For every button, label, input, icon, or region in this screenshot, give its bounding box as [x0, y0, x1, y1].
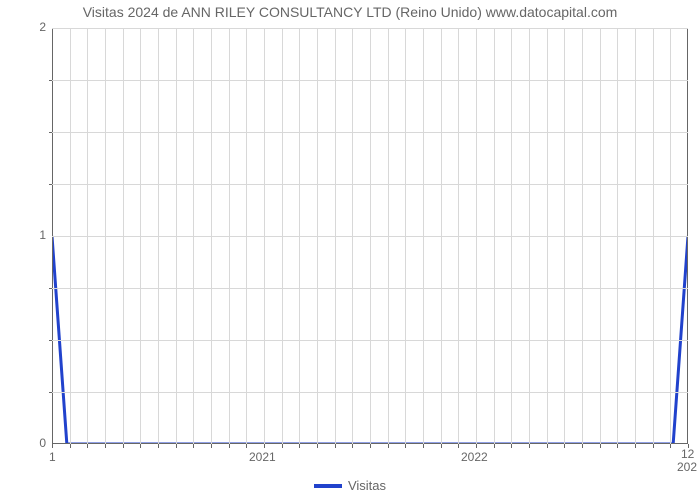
- grid-v: [388, 28, 389, 444]
- grid-v: [441, 28, 442, 444]
- grid-v: [70, 28, 71, 444]
- x-minor-tick: [423, 444, 424, 448]
- grid-v: [158, 28, 159, 444]
- x-minor-tick: [600, 444, 601, 448]
- legend: Visitas: [0, 478, 700, 493]
- grid-v: [105, 28, 106, 444]
- x-left-end-label: 1: [49, 450, 56, 464]
- x-minor-tick: [229, 444, 230, 448]
- x-minor-tick: [405, 444, 406, 448]
- chart-container: Visitas 2024 de ANN RILEY CONSULTANCY LT…: [0, 0, 700, 500]
- y-tick-label: 2: [39, 20, 46, 34]
- y-minor-tick: [49, 288, 52, 289]
- x-minor-tick: [282, 444, 283, 448]
- x-minor-tick: [529, 444, 530, 448]
- x-minor-tick: [264, 444, 265, 448]
- grid-v: [229, 28, 230, 444]
- grid-v: [564, 28, 565, 444]
- x-minor-tick: [388, 444, 389, 448]
- y-minor-tick: [49, 184, 52, 185]
- grid-v: [423, 28, 424, 444]
- grid-v: [176, 28, 177, 444]
- x-minor-tick: [105, 444, 106, 448]
- x-minor-tick: [635, 444, 636, 448]
- grid-v: [246, 28, 247, 444]
- grid-v: [140, 28, 141, 444]
- x-minor-tick: [335, 444, 336, 448]
- y-minor-tick: [49, 132, 52, 133]
- grid-v: [600, 28, 601, 444]
- y-minor-tick: [49, 340, 52, 341]
- x-minor-tick: [158, 444, 159, 448]
- legend-swatch: [314, 484, 342, 488]
- x-minor-tick: [87, 444, 88, 448]
- grid-v: [211, 28, 212, 444]
- grid-v: [193, 28, 194, 444]
- grid-v: [529, 28, 530, 444]
- grid-v: [352, 28, 353, 444]
- x-right-end-label-12: 12: [681, 447, 694, 461]
- plot-area: [52, 28, 688, 444]
- x-tick-label: 2022: [461, 450, 488, 464]
- x-minor-tick: [670, 444, 671, 448]
- x-tick-label: 2021: [249, 450, 276, 464]
- grid-v: [511, 28, 512, 444]
- x-minor-tick: [547, 444, 548, 448]
- x-minor-tick: [564, 444, 565, 448]
- x-minor-tick: [246, 444, 247, 448]
- x-minor-tick: [123, 444, 124, 448]
- x-minor-tick: [70, 444, 71, 448]
- grid-v: [635, 28, 636, 444]
- grid-v: [494, 28, 495, 444]
- grid-v: [653, 28, 654, 444]
- grid-v: [405, 28, 406, 444]
- x-minor-tick: [617, 444, 618, 448]
- grid-v: [670, 28, 671, 444]
- grid-v: [582, 28, 583, 444]
- grid-v: [317, 28, 318, 444]
- x-minor-tick: [511, 444, 512, 448]
- grid-v: [87, 28, 88, 444]
- grid-v: [547, 28, 548, 444]
- grid-v: [458, 28, 459, 444]
- x-minor-tick: [140, 444, 141, 448]
- x-right-end-label-202: 202: [677, 460, 697, 474]
- grid-v: [123, 28, 124, 444]
- y-tick-label: 0: [39, 436, 46, 450]
- x-minor-tick: [299, 444, 300, 448]
- y-minor-tick: [49, 80, 52, 81]
- grid-v: [282, 28, 283, 444]
- chart-title: Visitas 2024 de ANN RILEY CONSULTANCY LT…: [0, 4, 700, 20]
- grid-v: [299, 28, 300, 444]
- x-minor-tick: [653, 444, 654, 448]
- legend-series-label: Visitas: [348, 478, 386, 493]
- x-minor-tick: [176, 444, 177, 448]
- y-tick-label: 1: [39, 228, 46, 242]
- x-minor-tick: [317, 444, 318, 448]
- grid-v: [335, 28, 336, 444]
- x-minor-tick: [352, 444, 353, 448]
- x-minor-tick: [370, 444, 371, 448]
- x-minor-tick: [193, 444, 194, 448]
- x-minor-tick: [582, 444, 583, 448]
- x-minor-tick: [52, 444, 53, 448]
- x-minor-tick: [476, 444, 477, 448]
- x-minor-tick: [441, 444, 442, 448]
- grid-v: [264, 28, 265, 444]
- x-minor-tick: [494, 444, 495, 448]
- grid-v: [370, 28, 371, 444]
- grid-v: [476, 28, 477, 444]
- grid-v: [617, 28, 618, 444]
- x-minor-tick: [211, 444, 212, 448]
- x-minor-tick: [458, 444, 459, 448]
- y-minor-tick: [49, 392, 52, 393]
